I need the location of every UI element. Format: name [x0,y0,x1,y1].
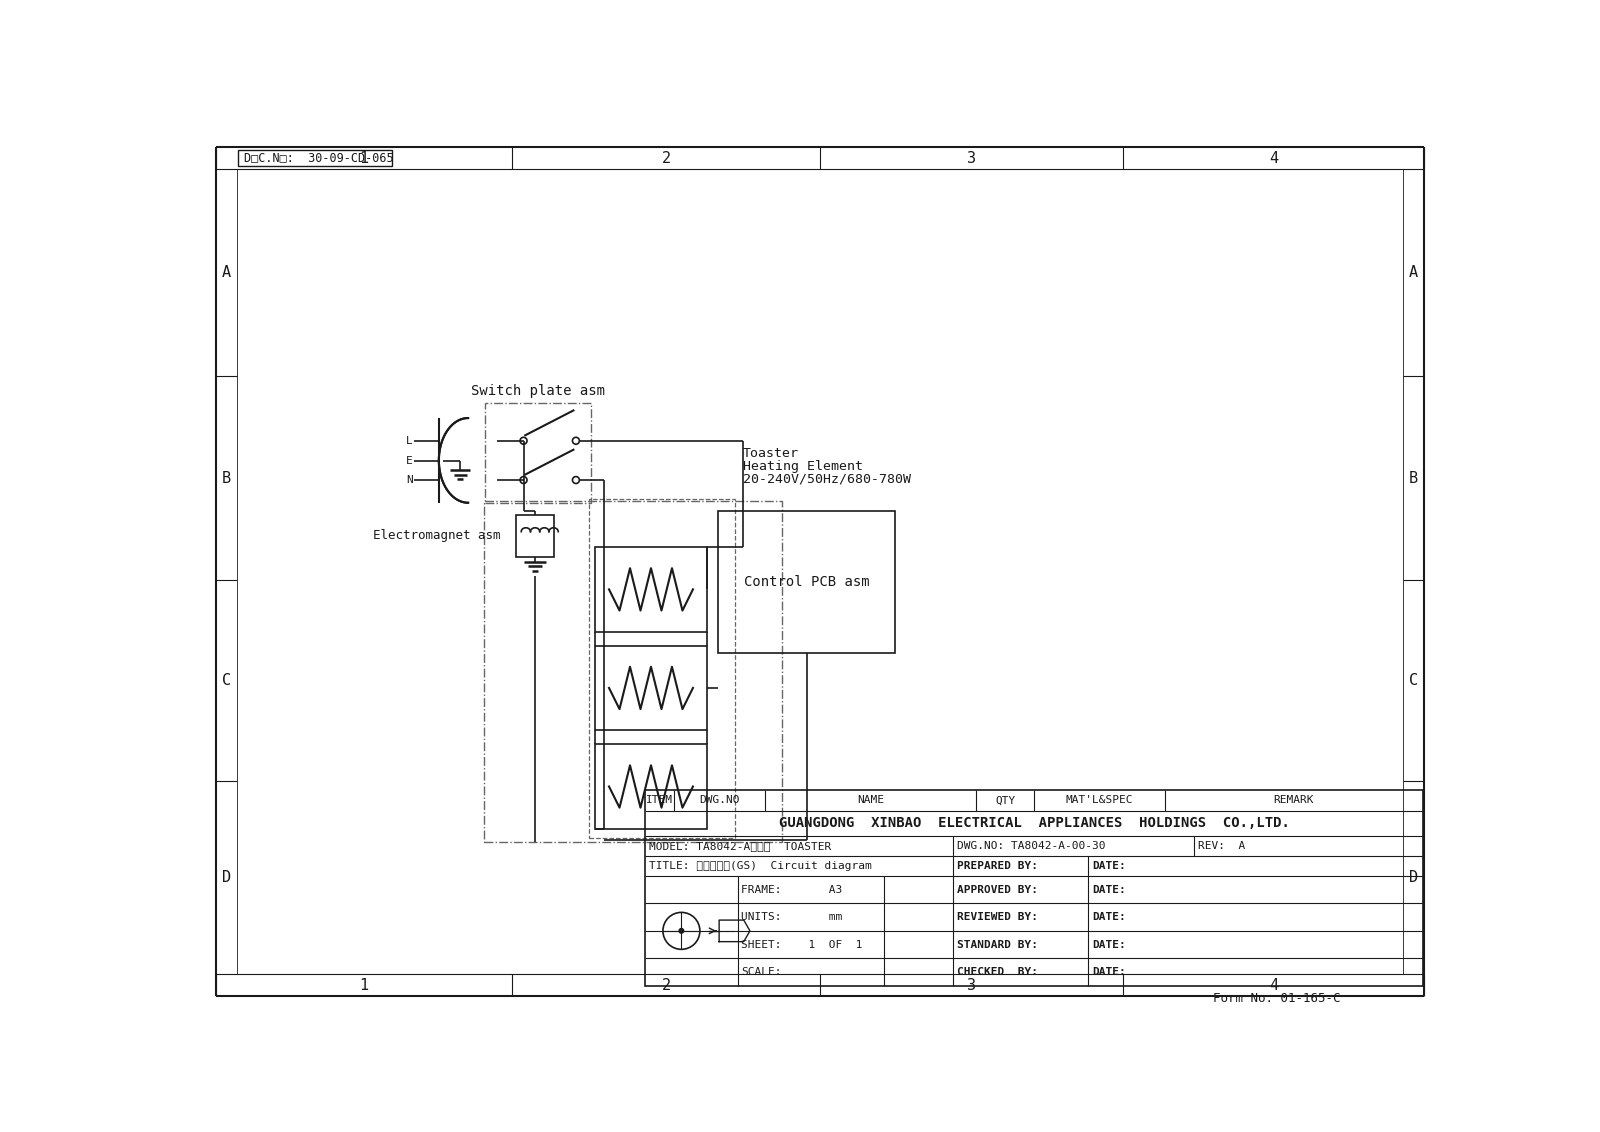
Text: 1: 1 [360,151,368,165]
Text: REVIEWED BY:: REVIEWED BY: [957,912,1038,923]
Text: GUANGDONG  XINBAO  ELECTRICAL  APPLIANCES  HOLDINGS  CO.,LTD.: GUANGDONG XINBAO ELECTRICAL APPLIANCES H… [779,816,1290,831]
Text: 20-240V/50Hz/680-780W: 20-240V/50Hz/680-780W [742,473,910,486]
Text: DATE:: DATE: [1091,884,1125,894]
Bar [645,790,1422,986]
Text: ITEM: ITEM [646,796,674,805]
Text: B: B [1410,471,1418,486]
Text: A: A [222,265,230,280]
Text: DWG.NO: TA8042-A-00-30: DWG.NO: TA8042-A-00-30 [957,841,1106,851]
Text: UNITS:       mm: UNITS: mm [741,912,843,923]
Text: NAME: NAME [858,796,883,805]
Text: DATE:: DATE: [1091,860,1125,871]
Text: DWG.NO: DWG.NO [699,796,739,805]
Bar [595,744,707,829]
Bar [485,403,590,503]
Text: PREPARED BY:: PREPARED BY: [957,860,1038,871]
Text: CHECKED  BY:: CHECKED BY: [957,967,1038,977]
Text: 4: 4 [1269,151,1278,165]
Text: APPROVED BY:: APPROVED BY: [957,884,1038,894]
Text: Form No. 01-165-C: Form No. 01-165-C [1213,992,1341,1005]
Text: DATE:: DATE: [1091,940,1125,950]
Circle shape [678,928,683,933]
Bar [238,149,392,166]
Text: REMARK: REMARK [1274,796,1314,805]
Text: MODEL: TA8042-A多士炉  TOASTER: MODEL: TA8042-A多士炉 TOASTER [650,841,832,851]
Text: REV:  A: REV: A [1198,841,1245,851]
Text: 4: 4 [1269,978,1278,993]
Bar [483,500,781,842]
Text: 2: 2 [661,151,670,165]
Text: Heating Element: Heating Element [742,460,862,473]
Text: SCALE:: SCALE: [741,967,782,977]
Text: 1: 1 [360,978,368,993]
Text: A: A [1410,265,1418,280]
Text: QTY: QTY [995,796,1016,805]
Text: Switch plate asm: Switch plate asm [470,384,605,397]
Text: 3: 3 [966,978,976,993]
Text: FRAME:       A3: FRAME: A3 [741,884,843,894]
Text: Toaster: Toaster [742,447,798,460]
Text: Electromagnet asm: Electromagnet asm [373,530,501,542]
Text: Control PCB asm: Control PCB asm [744,575,870,589]
Text: MAT'L&SPEC: MAT'L&SPEC [1066,796,1133,805]
Text: 3: 3 [966,151,976,165]
Text: C: C [222,674,230,688]
Text: L: L [406,436,413,446]
Text: TITLE: 电路原理图(GS)  Circuit diagram: TITLE: 电路原理图(GS) Circuit diagram [650,860,872,871]
Text: D: D [1410,871,1418,885]
Text: D□C.N□:  30-09-CD-065: D□C.N□: 30-09-CD-065 [245,151,394,164]
Text: E: E [406,456,413,465]
Bar [595,645,707,730]
Bar [589,499,736,838]
Text: C: C [1410,674,1418,688]
Bar [595,547,707,632]
Text: STANDARD BY:: STANDARD BY: [957,940,1038,950]
Text: N: N [406,475,413,484]
Text: DATE:: DATE: [1091,912,1125,923]
Bar [718,511,896,653]
Text: DATE:: DATE: [1091,967,1125,977]
Text: D: D [222,871,230,885]
Text: 2: 2 [661,978,670,993]
Bar [515,515,554,557]
Text: SHEET:    1  OF  1: SHEET: 1 OF 1 [741,940,862,950]
Text: B: B [222,471,230,486]
